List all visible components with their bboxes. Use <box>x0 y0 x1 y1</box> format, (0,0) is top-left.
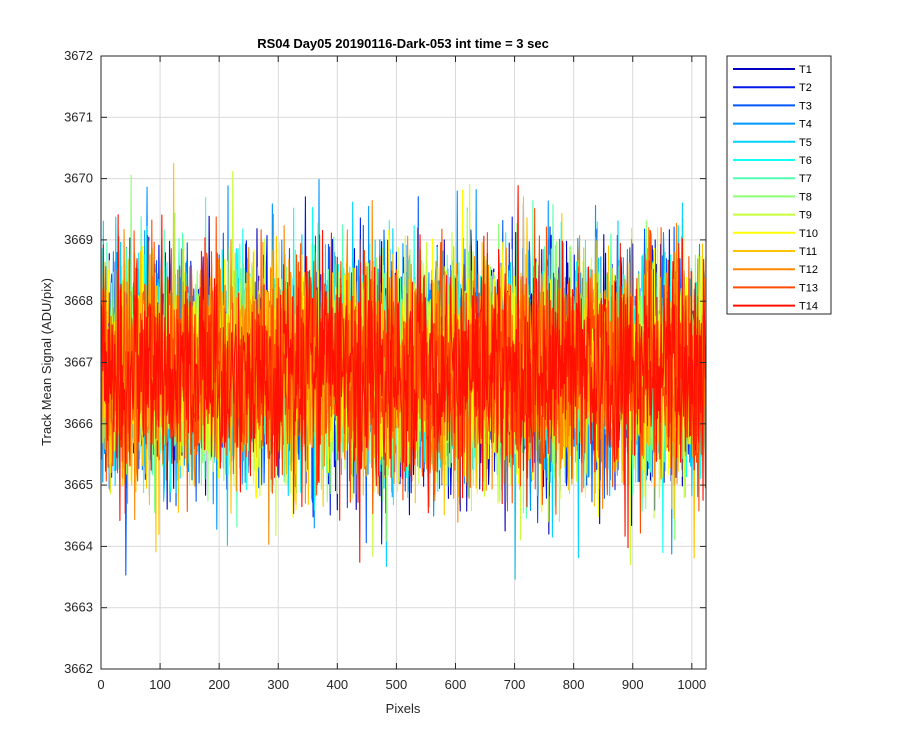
y-tick-label: 3670 <box>64 171 93 186</box>
legend-label-t8: T8 <box>799 191 812 203</box>
legend-label-t3: T3 <box>799 100 812 112</box>
y-tick-label: 3664 <box>64 538 93 553</box>
y-tick-label: 3667 <box>64 355 93 370</box>
y-tick-label: 3662 <box>64 661 93 676</box>
legend-label-t14: T14 <box>799 301 818 313</box>
x-tick-label: 200 <box>208 677 230 692</box>
y-tick-label: 3669 <box>64 232 93 247</box>
y-tick-label: 3665 <box>64 477 93 492</box>
y-tick-label: 3668 <box>64 293 93 308</box>
y-tick-label: 3666 <box>64 416 93 431</box>
legend: T1 T2 T3 T4 T5 T6 T7 T8 T9 T10 T11 T12 T13 T14 <box>726 55 832 315</box>
y-tick-label: 3663 <box>64 600 93 615</box>
x-tick-label: 0 <box>97 677 104 692</box>
y-tick-label: 3671 <box>64 109 93 124</box>
legend-label-t10: T10 <box>799 228 818 240</box>
legend-box <box>726 55 832 315</box>
legend-label-t12: T12 <box>799 264 818 276</box>
x-tick-label: 900 <box>622 677 644 692</box>
series-line-t14 <box>100 185 707 563</box>
x-tick-label: 500 <box>386 677 408 692</box>
legend-label-t2: T2 <box>799 82 812 94</box>
ticks: 0 100 200 300 400 500 600 700 800 900 1000 3662 3663… <box>64 48 706 692</box>
series-lines <box>100 162 707 580</box>
y-axis-label: Track Mean Signal (ADU/pix) <box>39 278 54 446</box>
x-tick-label: 1000 <box>677 677 706 692</box>
x-tick-label: 400 <box>326 677 348 692</box>
legend-label-t6: T6 <box>799 155 812 167</box>
y-tick-label: 3672 <box>64 48 93 63</box>
x-tick-label: 800 <box>563 677 585 692</box>
legend-label-t11: T11 <box>799 246 817 258</box>
x-tick-label: 600 <box>445 677 467 692</box>
chart-title: RS04 Day05 20190116-Dark-053 int time = … <box>257 36 549 51</box>
x-tick-label: 700 <box>504 677 526 692</box>
x-tick-label: 100 <box>149 677 171 692</box>
legend-label-t1: T1 <box>799 64 812 76</box>
legend-label-t7: T7 <box>799 173 812 185</box>
legend-label-t5: T5 <box>799 137 812 149</box>
x-axis-label: Pixels <box>386 701 421 716</box>
legend-label-t4: T4 <box>799 119 812 131</box>
legend-label-t9: T9 <box>799 210 812 222</box>
legend-label-t13: T13 <box>799 282 818 294</box>
x-tick-label: 300 <box>267 677 289 692</box>
